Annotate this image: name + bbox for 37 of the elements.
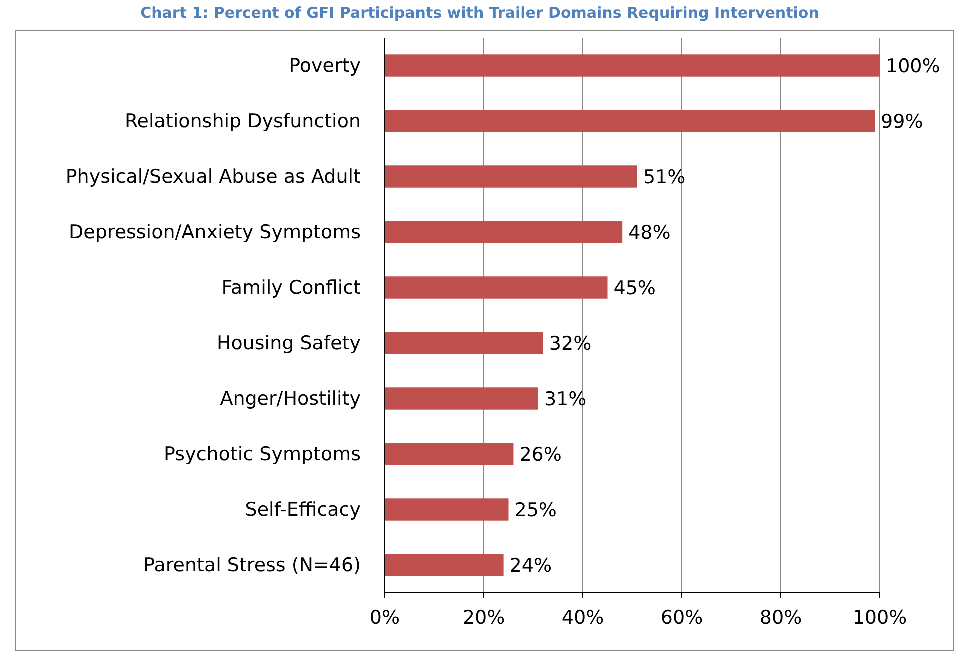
- data-label: 25%: [514, 499, 557, 522]
- y-tick-label: Anger/Hostility: [220, 388, 361, 410]
- y-tick-label: Relationship Dysfunction: [124, 110, 361, 132]
- data-label: 51%: [643, 166, 686, 188]
- x-tick-label: 40%: [562, 606, 604, 629]
- data-label: 24%: [510, 554, 552, 577]
- chart-title: Chart 1: Percent of GFI Participants with Trailer Domains Requiring Intervention: [140, 4, 820, 22]
- bar: [385, 388, 538, 410]
- x-tick-label: 0%: [370, 606, 400, 629]
- data-label: 32%: [549, 332, 592, 355]
- bar: [385, 166, 638, 188]
- x-tick-label: 100%: [852, 606, 908, 629]
- bar: [385, 221, 623, 244]
- y-tick-label: Parental Stress (N=46): [144, 554, 361, 576]
- bar: [385, 554, 504, 576]
- bar: [385, 443, 514, 466]
- y-tick-label: Self-Efficacy: [245, 498, 361, 521]
- x-tick-label: 80%: [760, 606, 802, 629]
- data-label: 26%: [520, 444, 562, 466]
- y-tick-label: Physical/Sexual Abuse as Adult: [66, 166, 361, 188]
- bar: [385, 110, 876, 132]
- bar: [385, 276, 608, 299]
- data-label: 99%: [881, 110, 924, 133]
- data-label: 48%: [628, 222, 671, 244]
- x-tick-label: 60%: [660, 606, 704, 629]
- data-label: 45%: [614, 277, 656, 300]
- y-tick-label: Depression/Anxiety Symptoms: [69, 221, 361, 244]
- bar: [385, 498, 509, 521]
- bar: [385, 54, 880, 77]
- y-tick-label: Housing Safety: [216, 332, 361, 354]
- y-tick-label: Family Conflict: [222, 276, 361, 299]
- x-tick-label: 20%: [462, 606, 506, 629]
- bar: [385, 332, 544, 354]
- data-label: 100%: [886, 55, 940, 78]
- y-tick-label: Psychotic Symptoms: [164, 443, 361, 466]
- data-label: 31%: [544, 388, 587, 410]
- y-tick-label: Poverty: [289, 54, 361, 77]
